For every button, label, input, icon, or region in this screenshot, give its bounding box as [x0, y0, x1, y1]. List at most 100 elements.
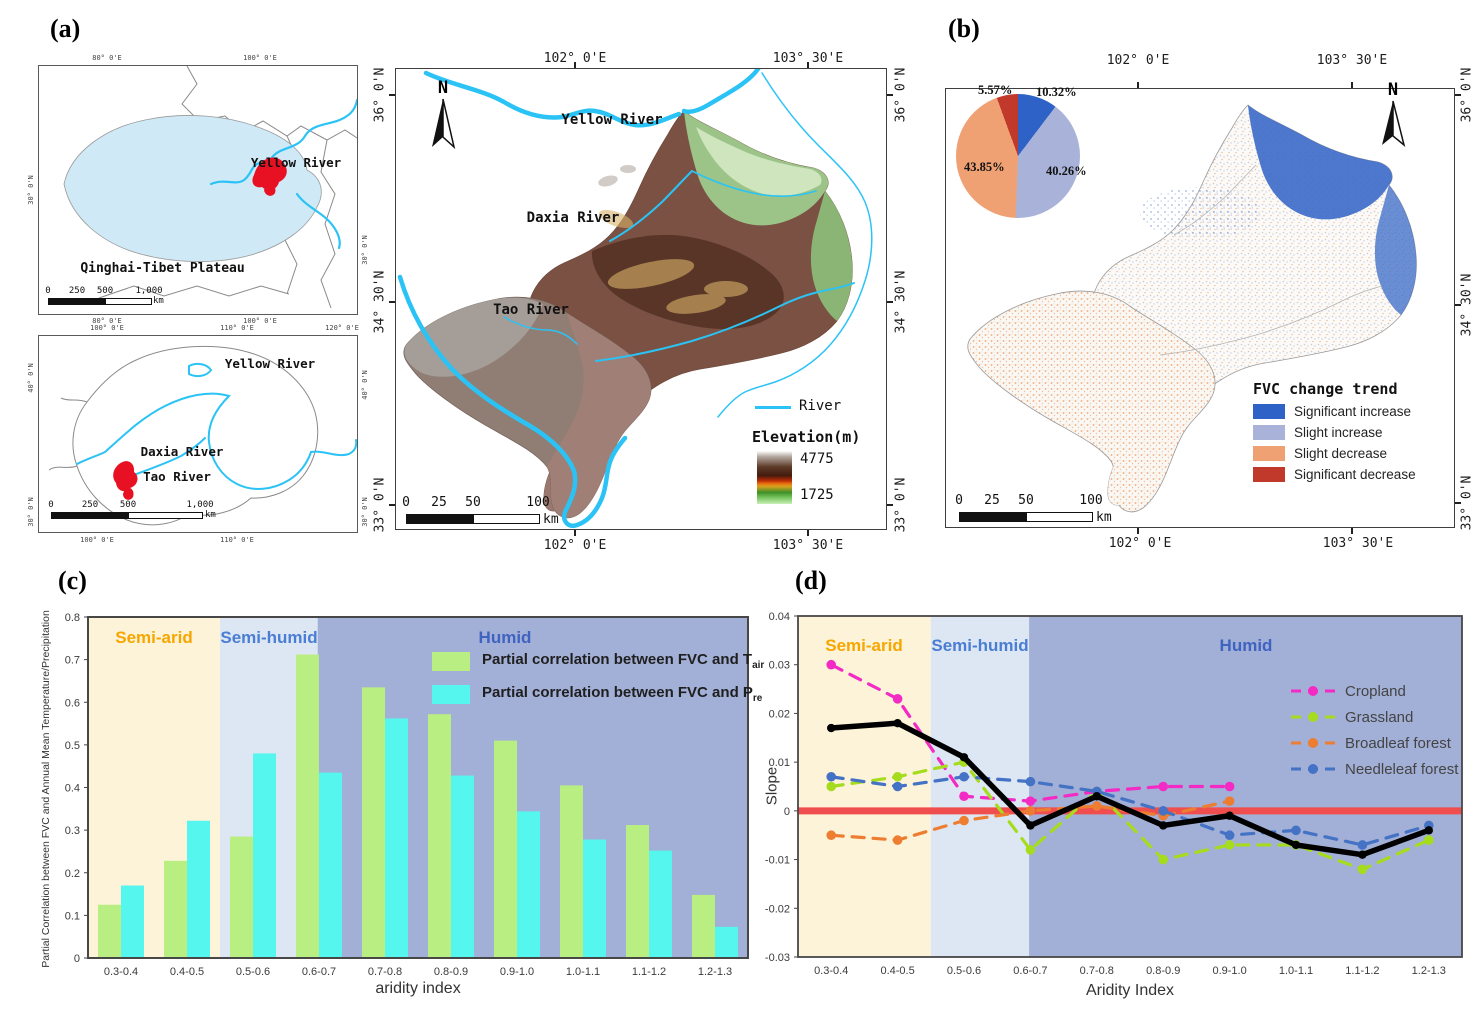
zone-label-semiarid-c: Semi-arid	[115, 628, 193, 647]
tick	[1351, 528, 1353, 534]
y-tick-label: 0.3	[65, 825, 80, 837]
main-axis-bottom-2: 103° 30'E	[772, 538, 844, 553]
inset1-axis-top-2: 100° 0'E	[243, 54, 277, 62]
data-point	[1158, 806, 1168, 816]
tick	[807, 62, 809, 68]
series-line	[829, 760, 1431, 872]
data-point	[893, 718, 902, 728]
fvc-axis-top-2: 103° 30'E	[1316, 53, 1388, 68]
elevation-legend-title: Elevation(m)	[752, 428, 861, 446]
elevation-min: 1725	[800, 487, 834, 503]
main-axis-right-3: 33° 0'N	[893, 477, 909, 533]
bar	[649, 850, 672, 958]
pie-label-significant-decrease: 5.57%	[978, 83, 1013, 97]
bar	[98, 904, 121, 958]
y-tick-label: 0.7	[65, 655, 80, 667]
tick	[887, 504, 893, 506]
bar	[319, 772, 342, 958]
fvc-map-svg	[967, 104, 1417, 513]
data-point	[892, 781, 903, 792]
inset2-axis-bottom-1: 100° 0'E	[80, 536, 114, 544]
inset1-axis-right: 30° 0'N	[361, 235, 369, 265]
fvc-blue-lobe-1	[1248, 105, 1393, 220]
fvc-legend-label: Significant decrease	[1294, 467, 1416, 482]
plot-border	[87, 616, 749, 959]
inset-china-region-label: Qinghai-Tibet Plateau	[80, 261, 245, 276]
tick	[887, 94, 893, 96]
fvc-legend-swatch	[1253, 404, 1285, 419]
main-yellow-river-label: Yellow River	[561, 112, 663, 128]
data-point	[959, 753, 969, 762]
bar	[187, 820, 210, 958]
y-tick-label: 0	[784, 806, 790, 818]
data-point	[959, 791, 969, 802]
tick	[1137, 82, 1139, 88]
data-point	[1424, 826, 1433, 835]
bar	[583, 839, 606, 958]
bar	[494, 740, 517, 958]
main-map-scalebar: 0 25 50 100 km	[402, 495, 559, 527]
bar-series-1	[121, 718, 738, 958]
basin-outline-west	[48, 397, 88, 471]
legend-item-0: Partial correlation between FVC and Tair	[432, 651, 764, 671]
bar	[296, 654, 319, 958]
legend-label: Needleleaf forest	[1345, 760, 1459, 778]
data-point	[1224, 830, 1235, 841]
fvc-axis-right-3: 33° 0'N	[1459, 475, 1475, 531]
y-tick-label: -0.01	[765, 855, 790, 867]
main-axis-bottom-1: 102° 0'E	[543, 538, 607, 553]
panel-c-letter: (c)	[58, 566, 87, 595]
zone-Semi-humid	[930, 616, 1030, 957]
inset-china-svg	[63, 65, 359, 309]
main-north-label: N	[437, 78, 449, 98]
bar	[230, 836, 253, 958]
y-tick-label: -0.03	[765, 952, 790, 964]
inset-map-basin	[38, 335, 358, 533]
fvc-legend-item-3: Significant decrease	[1253, 467, 1416, 482]
data-point	[1224, 840, 1235, 850]
x-tick-label: 1.2-1.3	[698, 966, 732, 978]
zone-Semi-arid	[798, 616, 931, 957]
y-tick-label: 0	[74, 953, 80, 965]
inset2-axis-left-2: 30° 0'N	[27, 497, 35, 527]
data-point	[826, 771, 836, 782]
y-tick-label: 0.1	[65, 910, 80, 922]
fvc-legend-label: Significant increase	[1294, 404, 1412, 419]
main-map-svg	[397, 66, 873, 528]
bar	[451, 775, 474, 958]
main-daxia-river-label: Daxia River	[526, 210, 620, 226]
zone-label-semiarid-d: Semi-arid	[825, 636, 903, 655]
inset1-axis-left: 30° 0'N	[27, 175, 35, 205]
tick	[574, 62, 576, 68]
bar-chart-svg: 0 0.1 0.2 0.3 0.4 0.5 0.6 0.7 0.8 0.3-0.4 0.4-0.5 0…	[65, 612, 749, 978]
panel-c-xlabel: aridity index	[375, 980, 461, 997]
fvc-legend-swatch	[1253, 446, 1285, 461]
fvc-blue-speckle	[1140, 187, 1260, 239]
bar	[121, 885, 144, 958]
main-axis-left-1: 36° 0'N	[372, 67, 388, 123]
inset1-axis-bottom-1: 80° 0'E	[92, 317, 122, 325]
y-tick-label: 0.2	[65, 868, 80, 880]
fvc-north-label: N	[1387, 80, 1399, 100]
data-point	[1092, 792, 1101, 801]
legend-marker-icon	[1291, 764, 1335, 774]
data-point	[1158, 854, 1168, 865]
legend-label: Cropland	[1345, 682, 1406, 700]
terrain-east-green	[810, 191, 853, 321]
tick	[574, 530, 576, 536]
tick	[389, 504, 395, 506]
data-point	[1025, 796, 1036, 806]
data-point	[1291, 825, 1301, 836]
y-tick-label: 0.01	[769, 757, 790, 769]
bar	[164, 860, 187, 958]
fvc-legend-label: Slight increase	[1294, 425, 1383, 440]
data-point	[1224, 781, 1235, 792]
x-tick-label: 0.6-0.7	[302, 966, 336, 978]
zone-label-semihumid-d: Semi-humid	[931, 636, 1029, 655]
fvc-inner-boundaries	[1159, 164, 1383, 356]
basin-outline	[72, 345, 319, 526]
bar-series-0	[98, 654, 715, 958]
inset2-axis-top-1: 100° 0'E	[90, 324, 124, 332]
pie-label-slight-decrease: 43.85%	[964, 160, 1005, 174]
qinghai-tibet-plateau-shape	[63, 115, 322, 262]
